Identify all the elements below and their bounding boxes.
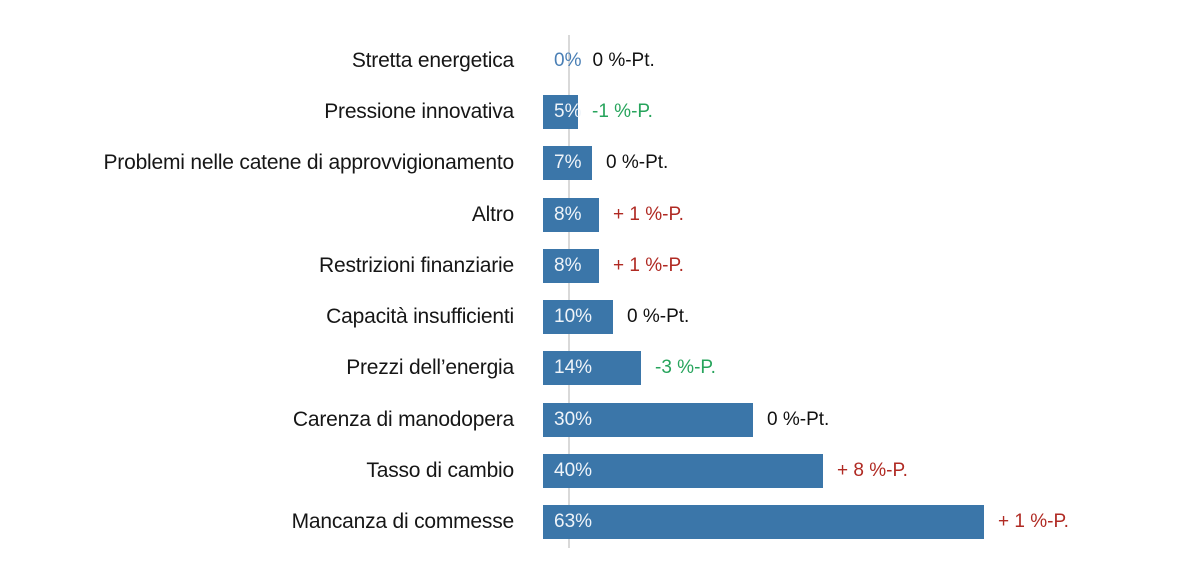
bar: 7% (543, 146, 592, 181)
chart-row: Stretta energetica 0% 0 %-Pt. (0, 35, 1200, 86)
bar-cell: 30% 0 %-Pt. (541, 394, 829, 445)
category-label: Tasso di cambio (366, 459, 514, 483)
chart-row: Prezzi dell’energia 14% -3 %-P. (0, 343, 1200, 394)
bar-cell: 40% + 8 %-P. (541, 445, 908, 496)
bar: 10% (543, 300, 613, 335)
bar-value-label: 14% (554, 357, 593, 379)
axis-baseline (568, 35, 570, 548)
chart-row: Carenza di manodopera 30% 0 %-Pt. (0, 394, 1200, 445)
chart-row: Pressione innovativa 5% -1 %-P. (0, 86, 1200, 137)
bar-cell: 5% -1 %-P. (541, 86, 653, 137)
bar-value-label: 63% (554, 511, 593, 533)
category-label: Pressione innovativa (324, 99, 514, 123)
bar-cell: 63% + 1 %-P. (541, 497, 1069, 548)
bar-value-label: 8% (554, 254, 582, 276)
category-label: Prezzi dell’energia (346, 356, 514, 380)
chart-row: Altro 8% + 1 %-P. (0, 189, 1200, 240)
delta-label: -1 %-P. (592, 100, 653, 122)
category-label: Carenza di manodopera (292, 407, 514, 431)
bar: 30% (543, 402, 753, 437)
bar-value-label: 7% (554, 152, 582, 174)
delta-label: + 1 %-P. (613, 254, 684, 276)
bar: 40% (543, 454, 823, 489)
bar-cell: 0% 0 %-Pt. (541, 35, 655, 86)
delta-label: + 8 %-P. (837, 460, 908, 482)
chart-rows: Stretta energetica 0% 0 %-Pt. Pressione … (0, 35, 1200, 548)
chart-row: Restrizioni finanziarie 8% + 1 %-P. (0, 240, 1200, 291)
delta-label: + 1 %-P. (998, 511, 1069, 533)
chart-row: Mancanza di commesse 63% + 1 %-P. (0, 497, 1200, 548)
delta-label: 0 %-Pt. (767, 408, 830, 430)
bar-value-label: 5% (554, 100, 582, 122)
bar-cell: 8% + 1 %-P. (541, 189, 684, 240)
chart-row: Capacità insufficienti 10% 0 %-Pt. (0, 291, 1200, 342)
category-label: Problemi nelle catene di approvvigioname… (103, 151, 515, 175)
delta-label: 0 %-Pt. (606, 152, 669, 174)
bar-value-label-outside: 0% (554, 49, 582, 71)
bar-value-label: 40% (554, 460, 593, 482)
bar-cell: 7% 0 %-Pt. (541, 138, 668, 189)
bar: 5% (543, 94, 582, 129)
category-label: Capacità insufficienti (326, 305, 514, 329)
category-label: Stretta energetica (351, 48, 514, 72)
bar-cell: 10% 0 %-Pt. (541, 291, 689, 342)
bar-cell: 14% -3 %-P. (541, 343, 716, 394)
delta-label: 0 %-Pt. (592, 49, 655, 71)
bar-value-label: 30% (554, 408, 593, 430)
chart-row: Problemi nelle catene di approvvigioname… (0, 138, 1200, 189)
bar: 14% (543, 351, 641, 386)
bar: 8% (543, 197, 599, 232)
delta-label: 0 %-Pt. (627, 306, 690, 328)
category-label: Mancanza di commesse (291, 510, 515, 534)
bar: 8% (543, 248, 599, 283)
category-label: Restrizioni finanziarie (319, 253, 514, 277)
delta-label: -3 %-P. (655, 357, 716, 379)
bar: 63% (543, 505, 984, 540)
delta-label: + 1 %-P. (613, 203, 684, 225)
bar-cell: 8% + 1 %-P. (541, 240, 684, 291)
bar-value-label: 10% (554, 306, 593, 328)
category-label: Altro (471, 202, 514, 226)
bar-value-label: 8% (554, 203, 582, 225)
chart-row: Tasso di cambio 40% + 8 %-P. (0, 445, 1200, 496)
